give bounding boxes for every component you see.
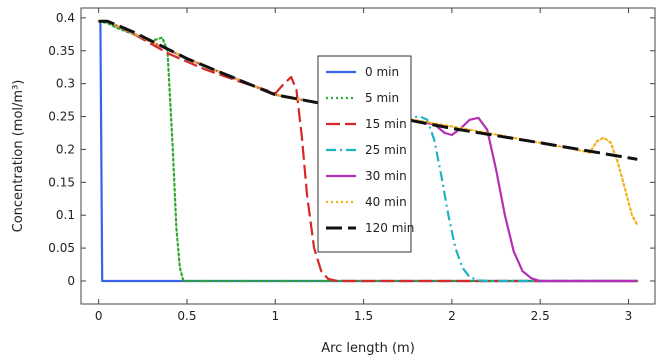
y-tick-label: 0.25	[48, 110, 75, 124]
y-tick-label: 0.35	[48, 44, 75, 58]
series-line	[97, 20, 639, 283]
legend-box	[317, 55, 412, 253]
legend-label: 25 min	[365, 143, 407, 157]
series-line	[98, 20, 638, 283]
legend-label: 15 min	[365, 117, 407, 131]
y-axis-title: Concentration (mol/m³)	[11, 80, 26, 233]
y-tick-label: 0.3	[56, 77, 75, 91]
y-tick-label: 0	[67, 274, 75, 288]
y-tick-label: 0.15	[48, 175, 75, 189]
y-tick-label: 0.4	[56, 11, 75, 25]
x-tick-label: 2.5	[531, 309, 550, 323]
y-tick-label: 0.1	[56, 208, 75, 222]
legend-label: 5 min	[365, 91, 399, 105]
x-tick-label: 1	[271, 309, 279, 323]
legend-label: 120 min	[365, 221, 414, 235]
legend-label: 30 min	[365, 169, 407, 183]
y-tick-label: 0.05	[48, 241, 75, 255]
x-tick-label: 0.5	[177, 309, 196, 323]
x-tick-label: 2	[448, 309, 456, 323]
y-tick-label: 0.2	[56, 142, 75, 156]
legend-label: 0 min	[365, 65, 399, 79]
legend-label: 40 min	[365, 195, 407, 209]
x-axis-title: Arc length (m)	[321, 341, 415, 356]
x-tick-label: 1.5	[354, 309, 373, 323]
x-tick-label: 0	[95, 309, 103, 323]
series-line	[98, 19, 638, 161]
x-tick-label: 3	[625, 309, 633, 323]
